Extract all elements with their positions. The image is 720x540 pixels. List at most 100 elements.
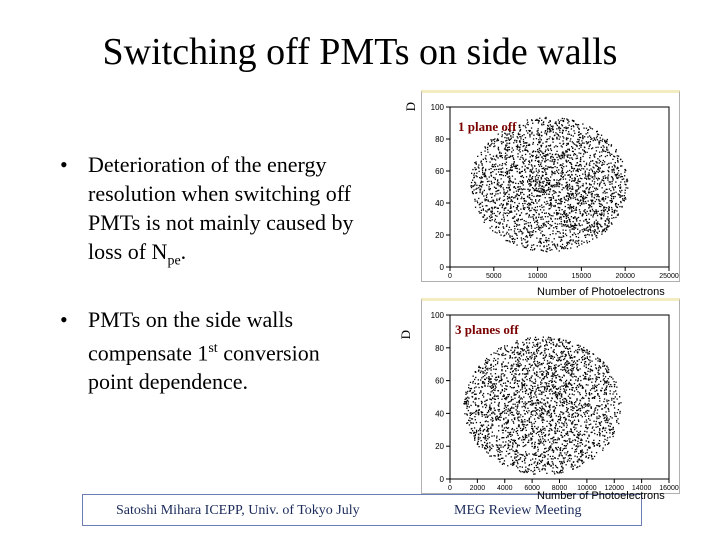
data-point <box>504 382 507 384</box>
data-point <box>520 182 522 184</box>
data-point <box>487 424 490 426</box>
data-point <box>569 231 571 233</box>
data-point <box>602 197 604 199</box>
data-point <box>599 416 601 418</box>
data-point <box>611 200 613 203</box>
data-point <box>527 144 530 146</box>
data-point <box>506 150 509 152</box>
data-point <box>526 144 528 147</box>
data-point <box>480 180 482 182</box>
data-point <box>517 194 520 196</box>
data-point <box>574 179 576 181</box>
data-point <box>542 442 544 444</box>
data-point <box>479 421 481 424</box>
data-point <box>552 190 554 192</box>
data-point <box>609 436 611 438</box>
data-point <box>585 378 587 380</box>
data-point <box>589 447 591 449</box>
data-point <box>559 245 562 247</box>
data-point <box>559 199 561 202</box>
data-point <box>560 164 562 166</box>
data-point <box>575 445 577 447</box>
data-point <box>563 155 565 157</box>
data-point <box>555 226 557 228</box>
data-point <box>590 203 593 205</box>
data-point <box>518 357 520 359</box>
data-point <box>545 134 548 136</box>
data-point <box>576 369 579 371</box>
data-point <box>501 157 503 159</box>
data-point <box>576 364 578 366</box>
data-point <box>616 398 618 400</box>
data-point <box>537 364 539 366</box>
data-point <box>544 394 546 397</box>
data-point <box>589 178 591 180</box>
data-point <box>489 201 491 203</box>
data-point <box>542 407 544 410</box>
data-point <box>484 404 486 406</box>
data-point <box>533 351 535 354</box>
data-point <box>567 127 569 129</box>
data-point <box>482 429 485 431</box>
data-point <box>525 339 527 341</box>
data-point <box>576 360 578 362</box>
data-point <box>566 242 568 245</box>
data-point <box>553 367 555 369</box>
data-point <box>564 233 567 235</box>
data-point <box>532 231 534 233</box>
data-point <box>470 432 473 434</box>
data-point <box>557 395 559 397</box>
data-point <box>554 122 556 124</box>
data-point <box>495 163 497 165</box>
data-point <box>515 378 517 380</box>
data-point <box>526 195 529 197</box>
data-point <box>475 386 477 388</box>
data-point <box>547 373 549 375</box>
data-point <box>543 223 545 226</box>
data-point <box>567 241 569 243</box>
data-point <box>506 147 509 149</box>
data-point <box>477 442 479 444</box>
data-point <box>604 198 606 200</box>
data-point <box>515 195 518 197</box>
data-point <box>465 391 467 393</box>
data-point <box>597 360 599 362</box>
data-point <box>567 214 569 216</box>
data-point <box>501 437 503 439</box>
data-point <box>577 437 579 439</box>
data-point <box>563 345 565 347</box>
data-point <box>561 469 563 471</box>
data-point <box>478 366 480 368</box>
data-point <box>527 188 529 191</box>
data-point <box>511 406 513 408</box>
data-point <box>554 439 556 441</box>
data-point <box>605 387 607 389</box>
data-point <box>539 371 541 373</box>
data-point <box>608 399 610 402</box>
data-point <box>563 429 565 431</box>
data-point <box>560 380 563 382</box>
data-point <box>584 376 586 378</box>
data-point <box>563 213 565 215</box>
data-point <box>594 187 596 189</box>
data-point <box>614 195 616 198</box>
data-point <box>589 226 591 228</box>
data-point <box>513 220 515 223</box>
data-point <box>538 148 541 150</box>
data-point <box>540 238 542 240</box>
data-point <box>524 445 526 447</box>
data-point <box>524 165 526 167</box>
data-point <box>577 461 579 463</box>
data-point <box>470 428 472 430</box>
data-point <box>568 454 571 457</box>
data-point <box>512 157 514 159</box>
data-point <box>566 460 569 463</box>
data-point <box>549 416 552 418</box>
data-point <box>497 455 499 457</box>
data-point <box>474 434 477 436</box>
data-point <box>485 439 488 442</box>
data-point <box>569 161 571 164</box>
data-point <box>559 131 561 133</box>
data-point <box>495 190 497 193</box>
data-point <box>486 193 488 195</box>
